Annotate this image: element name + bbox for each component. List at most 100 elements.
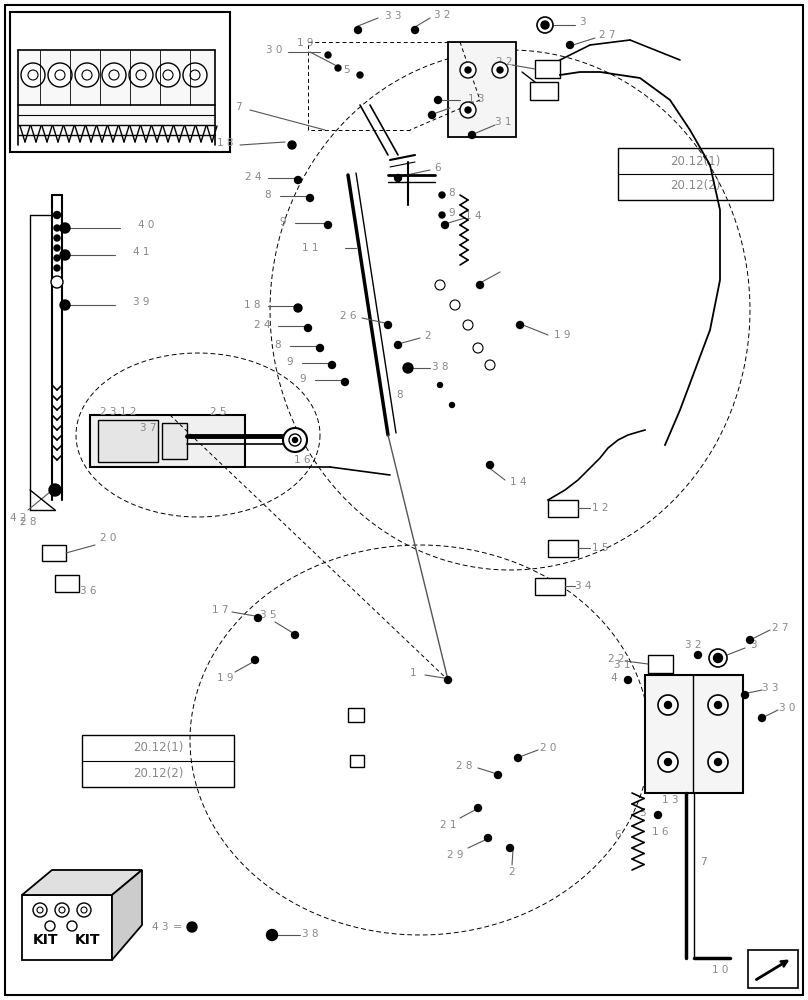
Text: 2 0: 2 0 xyxy=(100,533,116,543)
Text: 2 5: 2 5 xyxy=(210,407,226,417)
Text: 4 0: 4 0 xyxy=(138,220,154,230)
Circle shape xyxy=(439,192,445,198)
Bar xyxy=(535,578,565,595)
Circle shape xyxy=(163,70,173,80)
Text: 7: 7 xyxy=(234,102,242,112)
Circle shape xyxy=(37,907,43,913)
Text: 4 2: 4 2 xyxy=(10,513,26,523)
Bar xyxy=(618,148,773,200)
Text: 3 0: 3 0 xyxy=(779,703,795,713)
Circle shape xyxy=(81,907,87,913)
Circle shape xyxy=(292,438,297,442)
Text: 3 6: 3 6 xyxy=(80,586,96,596)
Circle shape xyxy=(658,752,678,772)
Text: 2 0: 2 0 xyxy=(540,743,556,753)
Text: 20.12(2): 20.12(2) xyxy=(671,180,721,192)
Circle shape xyxy=(329,361,335,368)
Bar xyxy=(645,675,743,793)
Circle shape xyxy=(28,70,38,80)
Text: 6: 6 xyxy=(435,163,441,173)
Text: 1 7: 1 7 xyxy=(212,605,228,615)
Bar xyxy=(82,735,234,787)
Circle shape xyxy=(441,222,448,229)
Text: 1 5: 1 5 xyxy=(592,543,608,553)
Circle shape xyxy=(292,632,298,639)
Circle shape xyxy=(695,652,701,658)
Circle shape xyxy=(742,692,748,698)
Bar xyxy=(548,540,578,557)
Text: 9: 9 xyxy=(300,374,306,384)
Circle shape xyxy=(435,280,445,290)
Text: 9: 9 xyxy=(448,208,456,218)
Text: 2 8: 2 8 xyxy=(19,517,36,527)
Text: 3 0: 3 0 xyxy=(266,45,282,55)
Circle shape xyxy=(486,462,494,468)
Text: 2 3: 2 3 xyxy=(99,407,116,417)
Bar xyxy=(535,60,560,78)
Text: 1 9: 1 9 xyxy=(217,673,234,683)
Circle shape xyxy=(708,752,728,772)
Polygon shape xyxy=(18,50,215,140)
Text: 2 4: 2 4 xyxy=(245,172,261,182)
Circle shape xyxy=(54,225,60,231)
Circle shape xyxy=(460,102,476,118)
Circle shape xyxy=(515,754,521,762)
Circle shape xyxy=(51,276,63,288)
Text: 8: 8 xyxy=(275,340,281,350)
Circle shape xyxy=(355,26,361,33)
Circle shape xyxy=(325,222,331,229)
Polygon shape xyxy=(112,870,142,960)
Text: 1 6: 1 6 xyxy=(652,827,668,837)
Bar xyxy=(162,423,187,459)
Bar xyxy=(648,655,673,673)
Polygon shape xyxy=(22,895,112,960)
Circle shape xyxy=(129,63,153,87)
Circle shape xyxy=(477,282,483,288)
Text: 2: 2 xyxy=(425,331,431,341)
Text: 8: 8 xyxy=(448,188,456,198)
Circle shape xyxy=(335,65,341,71)
Text: 1 8: 1 8 xyxy=(244,300,260,310)
Text: 2 9: 2 9 xyxy=(447,850,463,860)
Text: 4 3: 4 3 xyxy=(152,922,169,932)
Text: 3 2: 3 2 xyxy=(434,10,450,20)
Circle shape xyxy=(48,63,72,87)
Text: 5: 5 xyxy=(640,808,646,818)
Circle shape xyxy=(109,70,119,80)
Text: 3 3: 3 3 xyxy=(385,11,402,21)
Circle shape xyxy=(288,141,296,149)
Circle shape xyxy=(465,67,471,73)
Circle shape xyxy=(183,63,207,87)
Circle shape xyxy=(403,363,413,373)
Circle shape xyxy=(658,695,678,715)
Bar xyxy=(530,82,558,100)
Circle shape xyxy=(507,844,514,852)
Circle shape xyxy=(283,428,307,452)
Bar xyxy=(98,420,158,462)
Text: 1 9: 1 9 xyxy=(297,38,314,48)
Text: 4 1: 4 1 xyxy=(133,247,149,257)
Circle shape xyxy=(54,245,60,251)
Text: 1 2: 1 2 xyxy=(120,407,137,417)
Circle shape xyxy=(664,758,671,766)
Text: 2 6: 2 6 xyxy=(339,311,356,321)
Circle shape xyxy=(492,62,508,78)
Circle shape xyxy=(60,223,70,233)
Text: 1 4: 1 4 xyxy=(510,477,526,487)
Circle shape xyxy=(463,320,473,330)
Text: 20.12(1): 20.12(1) xyxy=(133,742,183,754)
Text: 3 1: 3 1 xyxy=(614,660,630,670)
Circle shape xyxy=(494,772,502,778)
Text: 2 8: 2 8 xyxy=(456,761,472,771)
Circle shape xyxy=(306,194,314,202)
Circle shape xyxy=(664,702,671,708)
Circle shape xyxy=(357,72,363,78)
Circle shape xyxy=(156,63,180,87)
Circle shape xyxy=(497,67,503,73)
Circle shape xyxy=(460,62,476,78)
Text: 5: 5 xyxy=(343,65,351,75)
Circle shape xyxy=(428,111,436,118)
Circle shape xyxy=(53,212,61,219)
Text: KIT: KIT xyxy=(32,933,57,947)
Circle shape xyxy=(485,360,495,370)
